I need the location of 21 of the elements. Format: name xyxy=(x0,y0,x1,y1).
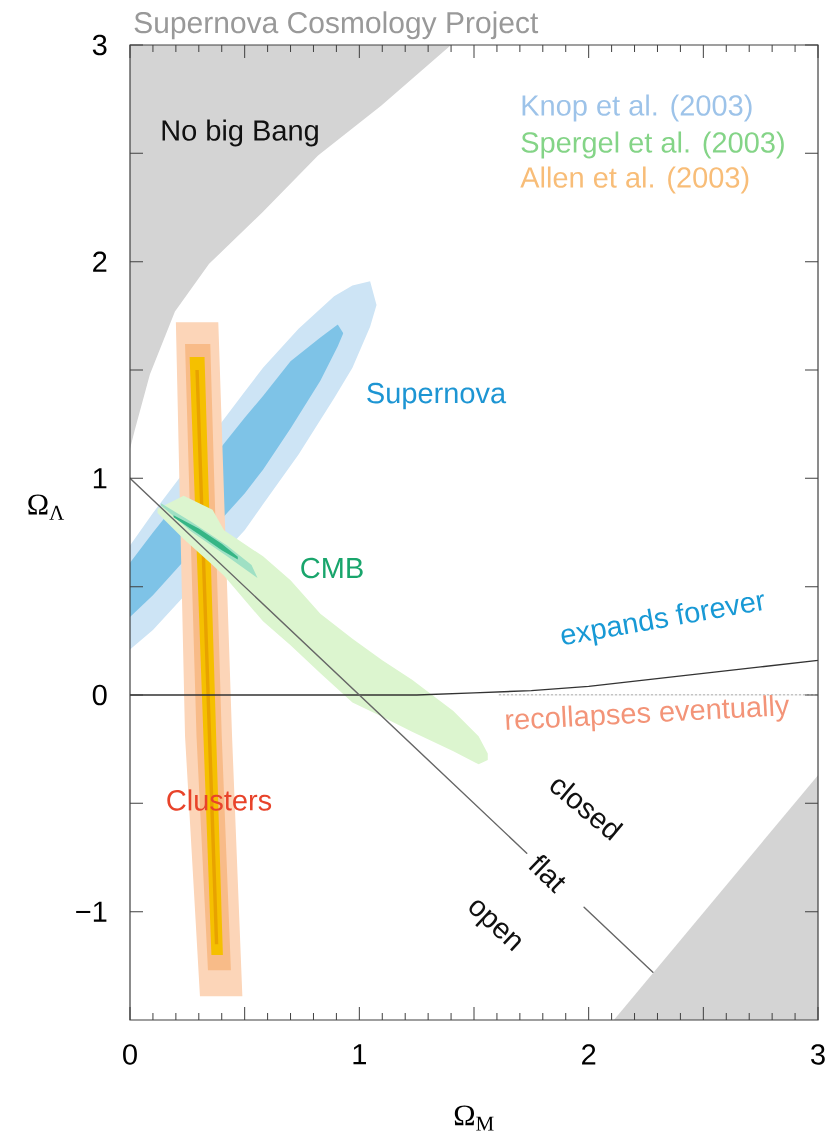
annotation: expands forever xyxy=(561,594,764,646)
y-tick-label: −1 xyxy=(76,901,107,922)
x-axis-title: Ω$_{M}$ xyxy=(454,1105,494,1131)
annotation: CMB xyxy=(301,557,363,579)
chart-title: Supernova Cosmology Project xyxy=(134,11,539,40)
x-tick-label: 2 xyxy=(582,1044,596,1065)
x-tick-label: 0 xyxy=(123,1044,137,1065)
y-axis-title: Ω$_{Λ}$ xyxy=(28,494,65,520)
x-tick-label: 3 xyxy=(811,1044,825,1065)
annotation: recollapses eventually xyxy=(506,694,789,732)
annotation: Supernova xyxy=(367,382,507,410)
x-tick-label: 1 xyxy=(353,1044,366,1065)
annotation: Allen et al. (2003) xyxy=(520,166,749,194)
annotation: Knop et al. (2003) xyxy=(522,94,752,122)
annotation: Spergel et al. (2003) xyxy=(521,131,784,159)
y-tick-label: 1 xyxy=(93,468,107,489)
y-tick-label: 3 xyxy=(92,34,107,56)
y-tick-label: 2 xyxy=(93,251,107,272)
annotation: flat xyxy=(528,855,566,894)
annotation: No big Bang xyxy=(162,119,318,147)
y-tick-label: 0 xyxy=(92,684,107,706)
